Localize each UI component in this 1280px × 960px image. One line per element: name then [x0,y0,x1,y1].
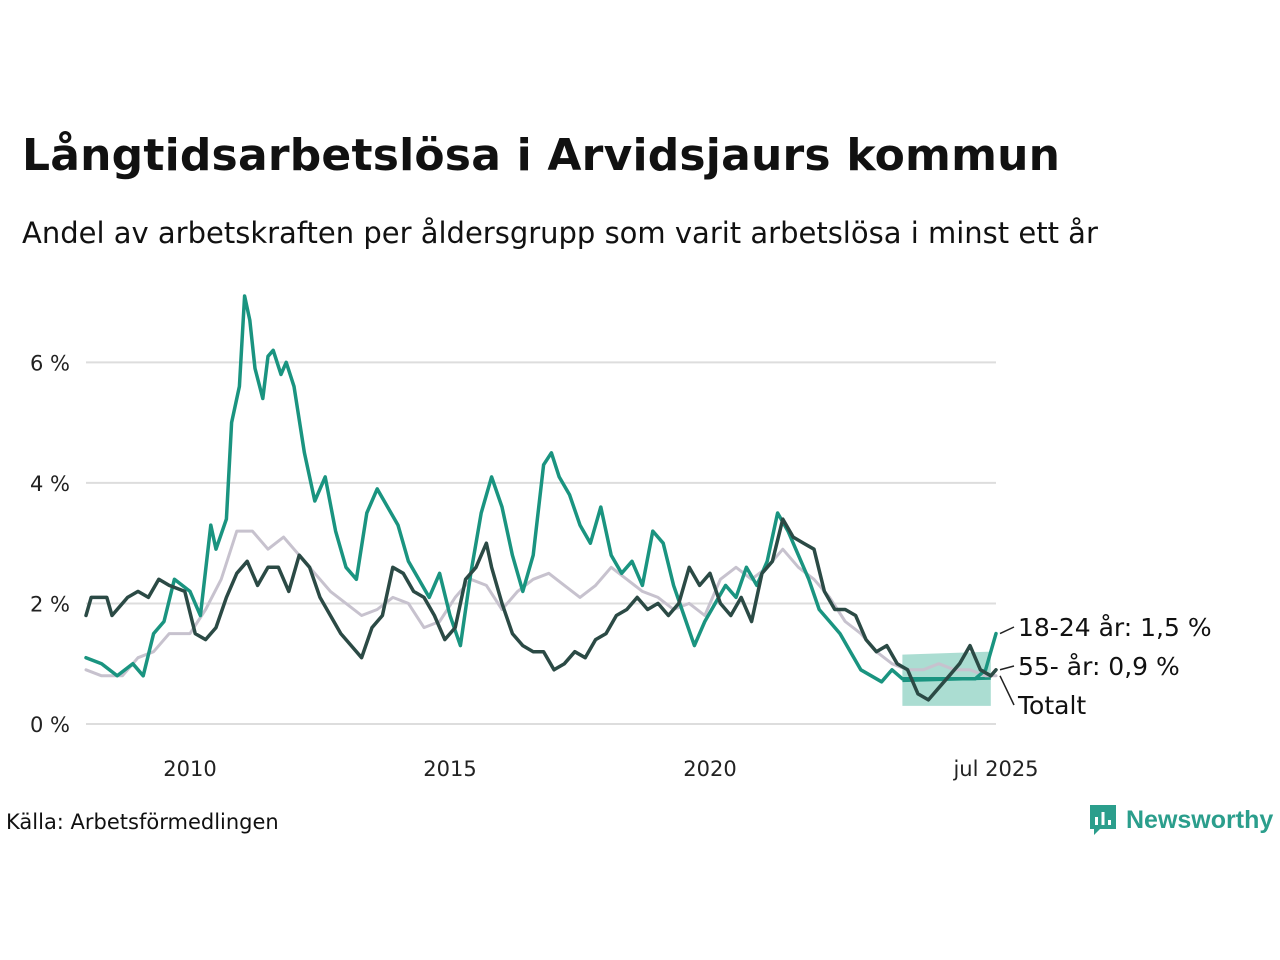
series-line-youth [84,294,998,684]
brand-logo: Newsworthy [1088,803,1273,837]
page-title: Långtidsarbetslösa i Arvidsjaurs kommun [22,130,1061,181]
y-tick-label: 6 % [30,351,70,375]
x-tick-label: 2015 [423,757,476,781]
x-tick-label: jul 2025 [952,757,1038,781]
brand-name: Newsworthy [1126,805,1274,834]
series-end-label: 18-24 år: 1,5 % [1018,613,1212,642]
newsworthy-logo-icon [1090,805,1116,835]
label-leader [999,665,1015,671]
y-tick-label: 2 % [30,592,70,616]
end-labels: 18-24 år: 1,5 % 55- år: 0,9 % Totalt [999,613,1212,720]
series-line-totalt [84,529,998,678]
x-tick-label: 2020 [683,757,736,781]
series-line-senior [84,517,998,702]
label-leader [999,626,1015,635]
page-subtitle: Andel av arbetskraften per åldersgrupp s… [22,216,1098,250]
label-leader [999,675,1015,706]
series-end-label: 55- år: 0,9 % [1018,652,1180,681]
x-axis-ticks: 2010 2015 2020 jul 2025 [163,757,1038,781]
y-axis-ticks: 0 % 2 % 4 % 6 % [30,351,70,737]
source-note: Källa: Arbetsförmedlingen [6,810,279,834]
series-lines [84,294,998,702]
y-tick-label: 0 % [30,713,70,737]
series-end-label: Totalt [1017,691,1086,720]
x-tick-label: 2010 [163,757,216,781]
y-tick-label: 4 % [30,472,70,496]
